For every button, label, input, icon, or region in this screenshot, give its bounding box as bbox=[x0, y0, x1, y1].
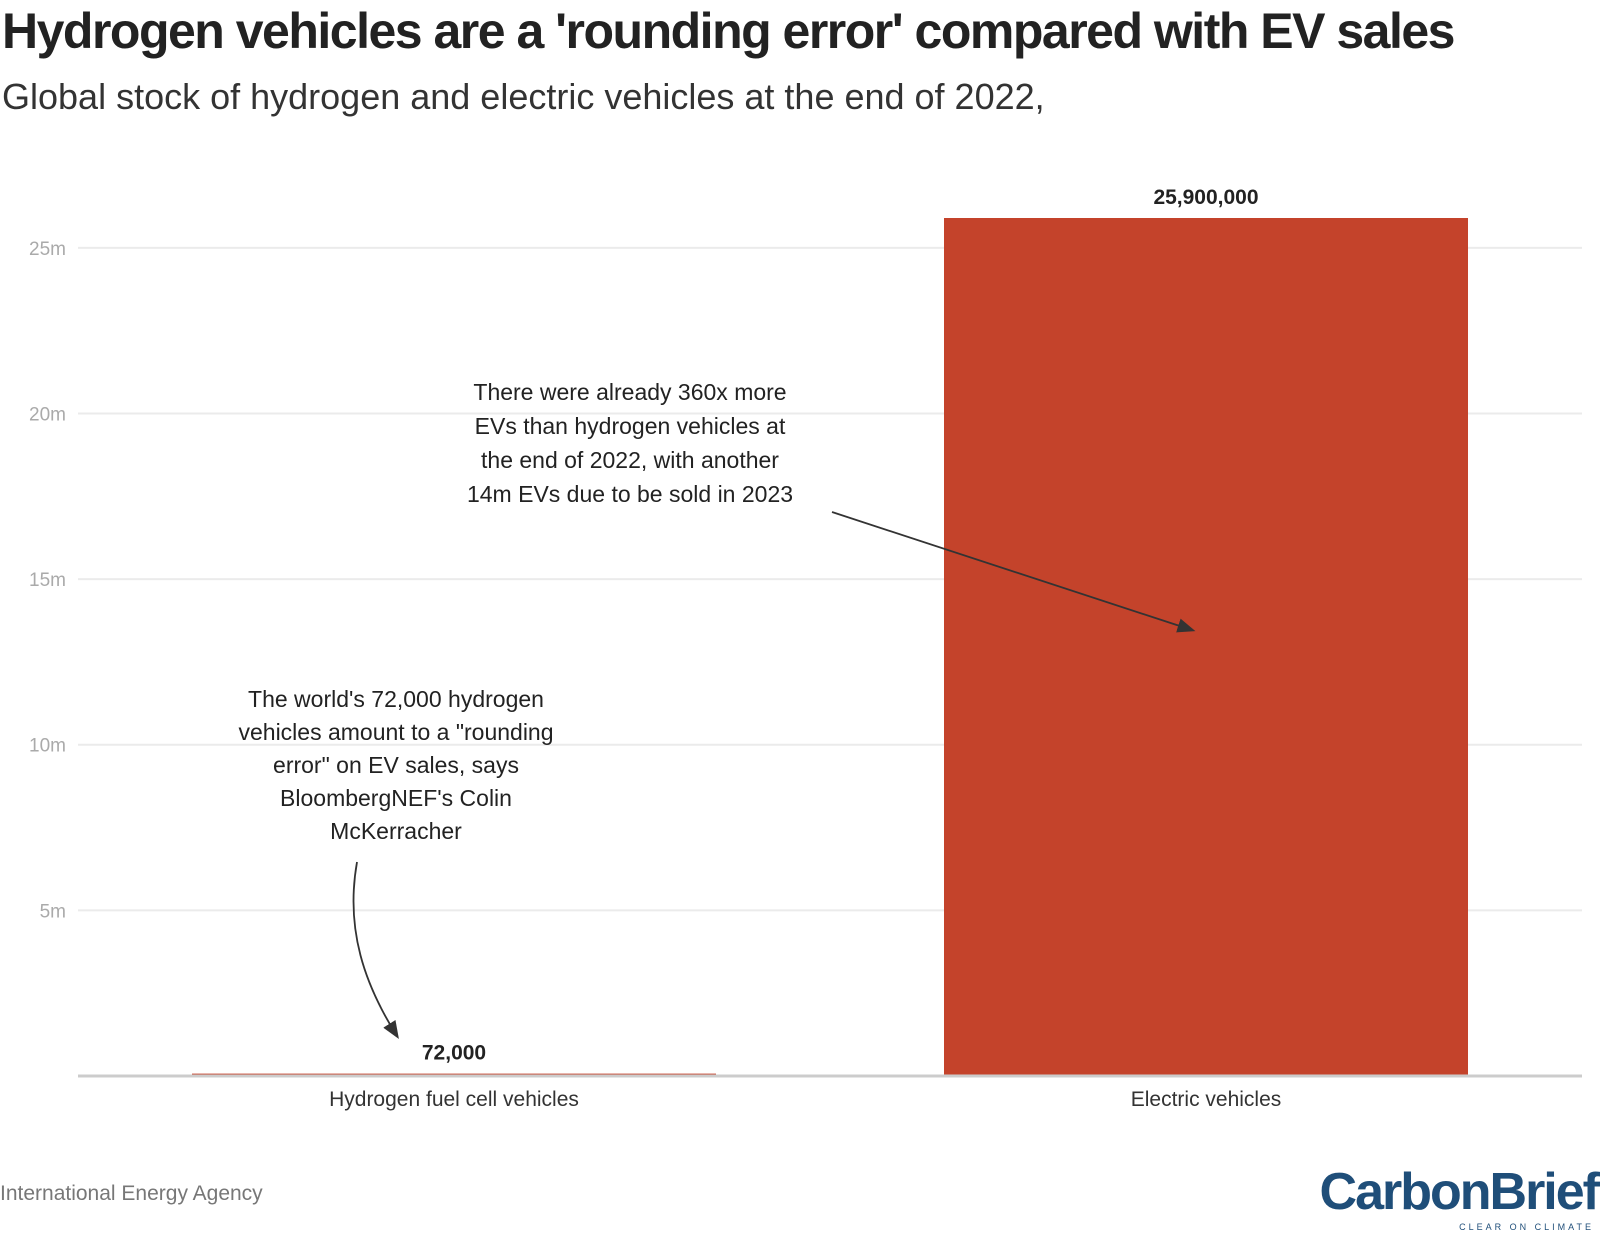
bar-value-label: 72,000 bbox=[422, 1042, 486, 1065]
logo-text: CarbonBrief bbox=[1319, 1163, 1600, 1221]
y-tick-label: 15m bbox=[29, 570, 66, 591]
annotation-text: There were already 360x more bbox=[473, 379, 786, 405]
annotation-text: the end of 2022, with another bbox=[481, 447, 779, 473]
y-tick-label: 10m bbox=[29, 736, 66, 757]
bar-value-label: 25,900,000 bbox=[1153, 186, 1258, 209]
annotation-text: 14m EVs due to be sold in 2023 bbox=[467, 481, 793, 507]
annotation-text: The world's 72,000 hydrogen bbox=[248, 686, 544, 712]
x-category-label: Electric vehicles bbox=[1131, 1088, 1282, 1111]
carbon-brief-logo[interactable]: CarbonBrief CLEAR ON CLIMATE bbox=[1319, 1162, 1600, 1232]
annotation-text: McKerracher bbox=[330, 818, 462, 844]
chart-title: Hydrogen vehicles are a 'rounding error'… bbox=[2, 3, 1455, 59]
annotation-text: error" on EV sales, says bbox=[273, 752, 519, 778]
y-tick-label: 5m bbox=[40, 901, 66, 922]
annotation-arrow bbox=[831, 511, 1196, 633]
annotation-arrow bbox=[352, 861, 399, 1040]
y-tick-label: 20m bbox=[29, 404, 66, 425]
x-category-label: Hydrogen fuel cell vehicles bbox=[329, 1088, 579, 1111]
logo-tagline: CLEAR ON CLIMATE bbox=[1459, 1222, 1594, 1232]
bar bbox=[944, 218, 1468, 1076]
chart-subtitle: Global stock of hydrogen and electric ve… bbox=[2, 76, 1045, 117]
source-note: International Energy Agency bbox=[0, 1182, 263, 1205]
annotation-text: vehicles amount to a "rounding bbox=[238, 719, 553, 745]
annotation-text: EVs than hydrogen vehicles at bbox=[475, 413, 786, 439]
y-tick-label: 25m bbox=[29, 239, 66, 260]
annotation-text: BloombergNEF's Colin bbox=[280, 785, 512, 811]
